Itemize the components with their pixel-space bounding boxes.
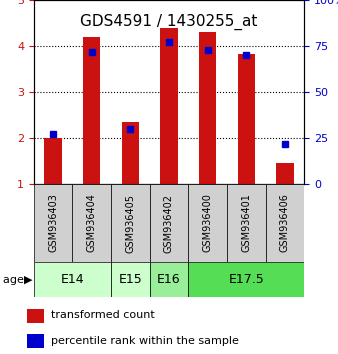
FancyBboxPatch shape <box>188 262 304 297</box>
FancyBboxPatch shape <box>34 184 72 262</box>
FancyBboxPatch shape <box>111 184 150 262</box>
Bar <box>27 334 44 348</box>
Bar <box>238 54 255 184</box>
Text: GSM936400: GSM936400 <box>202 194 213 252</box>
FancyBboxPatch shape <box>34 262 111 297</box>
Text: GSM936403: GSM936403 <box>48 194 58 252</box>
Text: GSM936401: GSM936401 <box>241 194 251 252</box>
Text: E17.5: E17.5 <box>228 273 264 286</box>
Text: percentile rank within the sample: percentile rank within the sample <box>51 336 239 346</box>
Text: GSM936404: GSM936404 <box>87 194 97 252</box>
Text: GDS4591 / 1430255_at: GDS4591 / 1430255_at <box>80 14 258 30</box>
Bar <box>27 309 44 323</box>
Text: GSM936402: GSM936402 <box>164 194 174 252</box>
Bar <box>44 138 62 184</box>
FancyBboxPatch shape <box>150 262 188 297</box>
Bar <box>122 122 139 184</box>
FancyBboxPatch shape <box>227 184 266 262</box>
FancyBboxPatch shape <box>150 184 188 262</box>
Text: E16: E16 <box>157 273 181 286</box>
Bar <box>83 37 100 184</box>
Text: transformed count: transformed count <box>51 310 154 320</box>
Text: GSM936406: GSM936406 <box>280 194 290 252</box>
FancyBboxPatch shape <box>188 184 227 262</box>
Text: E15: E15 <box>119 273 142 286</box>
FancyBboxPatch shape <box>72 184 111 262</box>
Text: ▶: ▶ <box>24 275 32 285</box>
FancyBboxPatch shape <box>266 184 304 262</box>
Text: GSM936405: GSM936405 <box>125 194 136 252</box>
Text: age: age <box>3 275 28 285</box>
FancyBboxPatch shape <box>111 262 150 297</box>
Text: E14: E14 <box>61 273 84 286</box>
Bar <box>276 164 294 184</box>
Bar <box>160 28 178 184</box>
Bar <box>199 32 216 184</box>
